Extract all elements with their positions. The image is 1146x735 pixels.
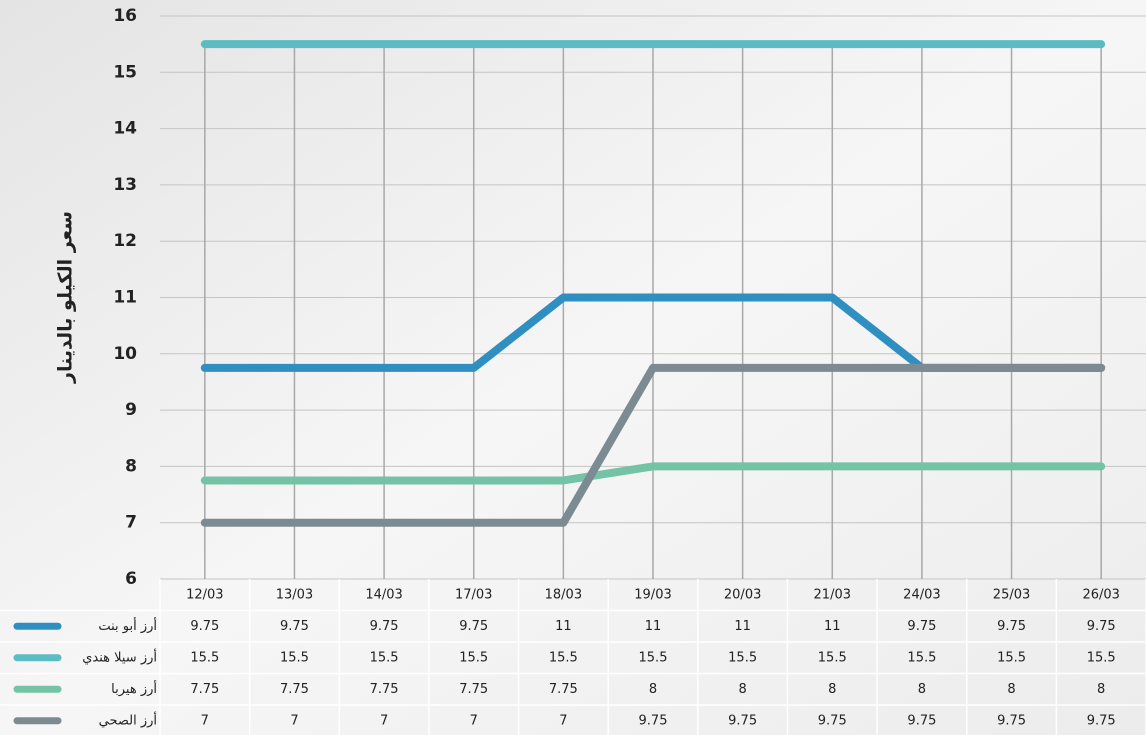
table-value: 8 — [1097, 682, 1105, 697]
x-tick-label: 21/03 — [814, 587, 851, 602]
y-tick-label: 6 — [125, 569, 137, 589]
table-value: 15.5 — [459, 650, 488, 665]
table-value: 9.75 — [997, 619, 1026, 634]
table-value: 15.5 — [1087, 650, 1116, 665]
table-value: 9.75 — [997, 713, 1026, 728]
table-value: 7.75 — [549, 682, 578, 697]
table-value: 7.75 — [280, 682, 309, 697]
legend-label: أرز الصحي — [99, 711, 157, 728]
table-value: 8 — [918, 682, 926, 697]
x-tick-label: 12/03 — [186, 587, 223, 602]
legend-label: أرز أبو بنت — [98, 617, 157, 634]
table-value: 15.5 — [997, 650, 1026, 665]
table-value: 9.75 — [190, 619, 219, 634]
table-value: 15.5 — [639, 650, 668, 665]
y-tick-label: 14 — [113, 119, 137, 139]
x-tick-label: 14/03 — [365, 587, 402, 602]
table-value: 7 — [380, 713, 388, 728]
y-tick-label: 11 — [113, 288, 137, 308]
table-value: 9.75 — [1087, 713, 1116, 728]
series-line — [200, 363, 1106, 527]
table-value: 9.75 — [280, 619, 309, 634]
table-value: 8 — [1007, 682, 1015, 697]
table-value: 9.75 — [907, 619, 936, 634]
table-value: 15.5 — [370, 650, 399, 665]
x-tick-label: 24/03 — [903, 587, 940, 602]
table-value: 7.75 — [459, 682, 488, 697]
table-value: 15.5 — [190, 650, 219, 665]
y-tick-label: 13 — [113, 175, 137, 195]
table-value: 8 — [649, 682, 657, 697]
x-tick-label: 13/03 — [276, 587, 313, 602]
y-tick-label: 15 — [113, 62, 137, 82]
table-value: 11 — [824, 619, 841, 634]
table-value: 9.75 — [818, 713, 847, 728]
table-value: 9.75 — [728, 713, 757, 728]
table-value: 9.75 — [1087, 619, 1116, 634]
table-value: 7 — [290, 713, 298, 728]
table-value: 7.75 — [190, 682, 219, 697]
table-value: 7 — [559, 713, 567, 728]
table-value: 9.75 — [639, 713, 668, 728]
legend-label: أرز سيلا هندي — [82, 648, 157, 665]
y-tick-label: 16 — [113, 6, 137, 26]
x-tick-label: 25/03 — [993, 587, 1030, 602]
x-tick-label: 18/03 — [545, 587, 582, 602]
table-value: 7.75 — [370, 682, 399, 697]
table-value: 15.5 — [280, 650, 309, 665]
y-tick-label: 9 — [125, 400, 137, 420]
table-value: 15.5 — [549, 650, 578, 665]
table-value: 8 — [828, 682, 836, 697]
table-value: 7 — [470, 713, 478, 728]
table-value: 11 — [555, 619, 572, 634]
table-value: 15.5 — [818, 650, 847, 665]
table-value: 11 — [734, 619, 751, 634]
table-value: 15.5 — [728, 650, 757, 665]
legend-label: أرز هيربا — [111, 680, 157, 697]
y-tick-label: 12 — [113, 231, 137, 251]
y-tick-label: 7 — [125, 513, 137, 533]
x-tick-label: 26/03 — [1082, 587, 1119, 602]
table-value: 11 — [645, 619, 662, 634]
y-tick-label: 10 — [113, 344, 137, 364]
table-value: 9.75 — [370, 619, 399, 634]
series-line — [200, 462, 1106, 485]
y-tick-label: 8 — [125, 456, 137, 476]
x-tick-label: 17/03 — [455, 587, 492, 602]
y-axis-label: سعر الكيلو بالدينار — [55, 211, 77, 384]
table-value: 15.5 — [907, 650, 936, 665]
table-value: 8 — [738, 682, 746, 697]
x-tick-label: 20/03 — [724, 587, 761, 602]
table-value: 9.75 — [459, 619, 488, 634]
table-value: 9.75 — [907, 713, 936, 728]
x-tick-label: 19/03 — [634, 587, 671, 602]
table-value: 7 — [201, 713, 209, 728]
